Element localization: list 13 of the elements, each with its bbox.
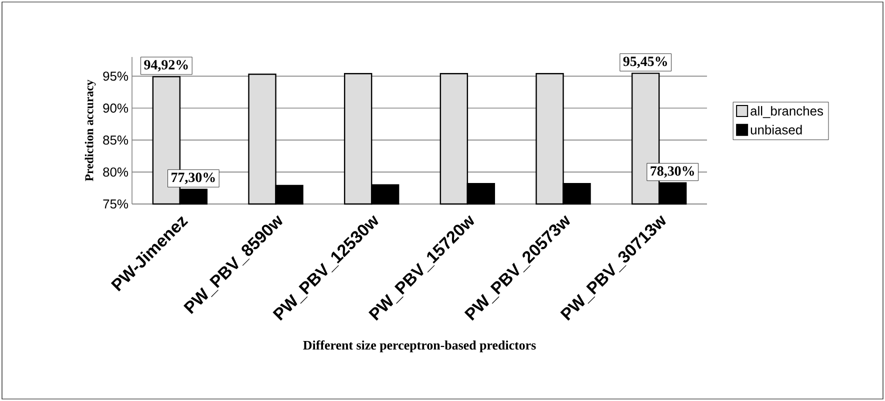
y-tick-label: 90% bbox=[103, 104, 128, 113]
data-label: 78,30% bbox=[650, 166, 694, 178]
y-tick-label: 80% bbox=[103, 167, 128, 177]
data-label: 95,45% bbox=[623, 56, 667, 68]
data-label: 77,30% bbox=[172, 172, 215, 184]
y-tick-label: 85% bbox=[103, 136, 128, 145]
y-tick-label: 95% bbox=[103, 72, 128, 81]
x-axis-title: Different size perceptron-based predictors bbox=[303, 340, 536, 352]
legend-label: all_branches bbox=[750, 106, 824, 118]
legend-label: unbiased bbox=[750, 124, 802, 134]
data-label: 94,92% bbox=[144, 60, 188, 72]
y-tick-label: 75% bbox=[103, 199, 128, 209]
y-axis-title: Prediction accuracy bbox=[84, 80, 96, 182]
